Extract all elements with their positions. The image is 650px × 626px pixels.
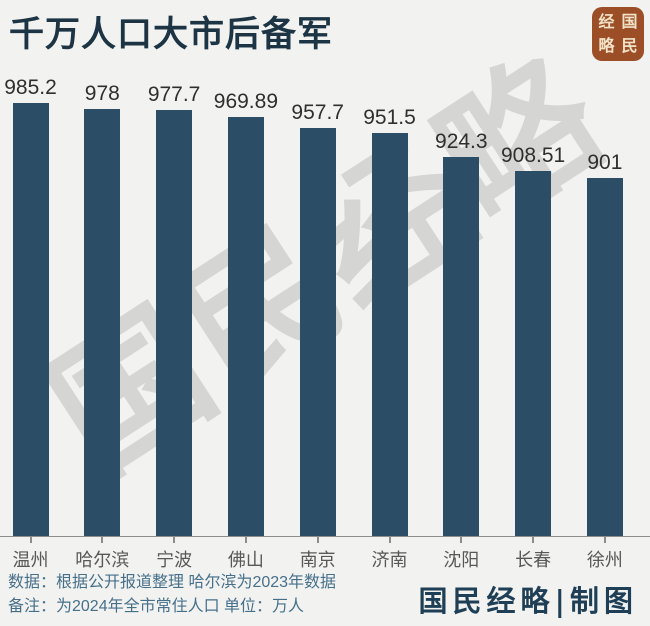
footer-notes: 数据：根据公开报道整理 哈尔滨为2023年数据 备注：为2024年全市常住人口 … <box>8 571 336 619</box>
category-label: 宁波 <box>156 550 193 570</box>
bar <box>84 109 121 536</box>
remark-note: 备注：为2024年全市常住人口 单位：万人 <box>8 598 305 615</box>
x-axis-tick <box>101 537 104 543</box>
bar <box>371 133 408 536</box>
chart-title: 千万人口大市后备军 <box>9 15 334 54</box>
brand-seal-logo: 经 国 略 民 <box>592 7 644 61</box>
x-axis-tick <box>244 537 247 543</box>
bar <box>227 117 264 536</box>
bar <box>156 110 193 536</box>
category-label: 长春 <box>515 550 552 570</box>
seal-char-bottom-left: 略 <box>598 36 615 55</box>
category-label: 徐州 <box>586 550 623 570</box>
category-label: 温州 <box>12 550 49 570</box>
x-axis-line <box>0 536 650 537</box>
category-label: 济南 <box>371 550 408 570</box>
seal-char-top-right: 国 <box>621 12 638 31</box>
x-axis-tick <box>316 537 319 543</box>
category-label: 佛山 <box>227 550 264 570</box>
category-label: 南京 <box>299 550 336 570</box>
bar-value-label: 924.3 <box>435 130 488 153</box>
bar-value-label: 901 <box>587 151 623 174</box>
bar <box>299 128 336 536</box>
x-axis-tick <box>29 537 32 543</box>
bar-value-label: 908.51 <box>500 144 566 167</box>
seal-char-bottom-right: 民 <box>621 36 638 55</box>
bar-value-label: 951.5 <box>363 106 416 129</box>
bar-value-label: 977.7 <box>147 83 201 106</box>
bar <box>12 103 49 536</box>
data-source-note: 数据：根据公开报道整理 哈尔滨为2023年数据 <box>8 574 337 591</box>
x-axis-tick <box>460 537 463 543</box>
x-axis-tick <box>173 537 176 543</box>
bar-value-label: 978 <box>84 82 120 105</box>
credit-signature: 国民经略|制图 <box>418 584 638 618</box>
bar-value-label: 969.89 <box>213 90 278 113</box>
bar-value-label: 985.2 <box>4 76 57 99</box>
bar <box>443 157 480 536</box>
x-axis-tick <box>603 537 606 543</box>
category-label: 沈阳 <box>443 550 480 570</box>
bar <box>586 178 623 536</box>
seal-char-top-left: 经 <box>598 12 615 31</box>
bar <box>515 171 552 536</box>
x-axis-tick <box>532 537 535 543</box>
category-label: 哈尔滨 <box>75 550 130 570</box>
x-axis-tick <box>388 537 391 543</box>
bar-value-label: 957.7 <box>291 101 344 124</box>
